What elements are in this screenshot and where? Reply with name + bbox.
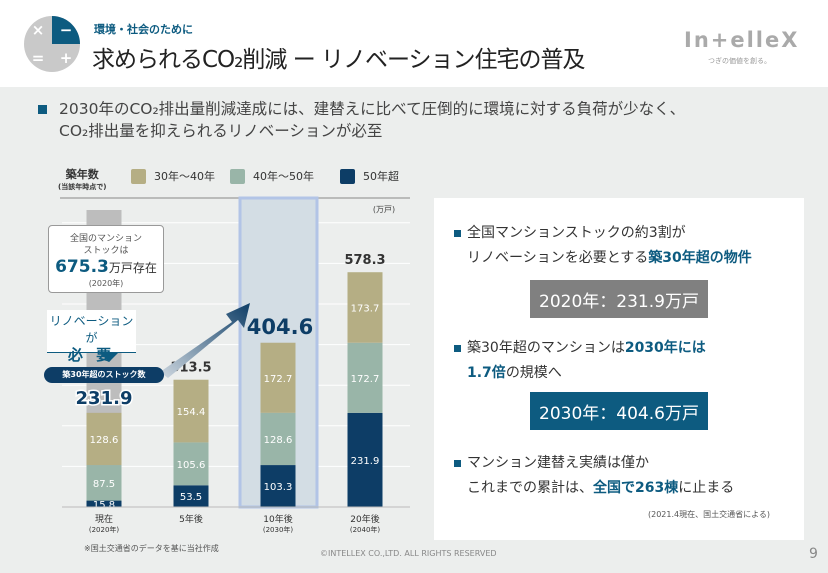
point-text: 築30年超のマンションは [467,340,625,356]
stock-label-pill: 築30年超のストック数 [44,367,164,383]
lead-line-2: CO₂排出量を抑えられるリノベーションが必至 [59,122,383,140]
legend-label: 50年超 [363,170,399,183]
point-text: の規模へ [505,365,562,381]
renovation-line: リノベーションが [49,314,134,345]
minus-icon: − [52,16,80,44]
bar-segment [347,412,383,507]
x-tick-label: 10年後 [263,513,292,525]
slide-header: × − = + 環境・社会のために 求められるCO₂削減 ー リノベーション住宅… [0,0,828,87]
x-tick-sublabel: (2040年) [350,525,381,534]
brand-logo: In+elleX [684,28,800,52]
lead-line-1: 2030年のCO₂排出量削減達成には、建替えに比べて圧倒的に環境に対する負荷が少… [59,100,686,118]
x-tick-label: 現在 [95,513,113,525]
bar-segment [86,412,122,466]
bar-value-label: 128.6 [264,435,293,446]
bar-segment [173,485,209,507]
bar-segment [347,272,383,343]
legend-item: 30年〜40年 [131,168,215,184]
bar-total-label: 578.3 [344,253,385,268]
point-text: に止まる [678,480,735,496]
bar-value-label: 172.7 [351,374,380,385]
x-tick-label: 20年後 [350,513,379,525]
point-highlight: 1.7倍 [467,365,506,381]
bar-value-label: 154.4 [177,407,206,418]
bar-segment [86,465,122,501]
bar-value-label: 87.5 [93,479,115,490]
bar-value-label: 172.7 [264,374,293,385]
panel-source: (2021.4現在、国土交通省による) [648,510,770,519]
copyright: ©INTELLEX CO.,LTD. ALL RIGHTS RESERVED [320,549,497,558]
section-subtitle: 環境・社会のために [94,23,193,36]
legend-swatch [230,168,245,184]
bar-segment [86,500,122,507]
equals-icon: = [31,49,45,67]
bar-value-label: 173.7 [351,303,380,314]
point-2: 築30年超のマンションは2030年には 1.7倍の規模へ [454,336,706,386]
callout-unit: 万戸存在 [108,261,157,275]
point-text: これまでの累計は、 [467,480,593,496]
bar-value-label: 53.5 [180,492,202,503]
bar-value-label: 231.9 [351,456,380,467]
legend-swatch [131,168,146,184]
callout-value: 675.3 [55,257,109,277]
lead-text: 2030年のCO₂排出量削減達成には、建替えに比べて圧倒的に環境に対する負荷が少… [38,98,685,142]
point-highlight: 全国で263棟 [593,480,679,496]
summary-panel: 全国マンションストックの約3割が リノベーションを必要とする築30年超の物件 2… [434,198,804,540]
callout-line: ストックは [83,246,129,256]
source-note: ※国土交通省のデータを基に当社作成 [84,544,219,553]
x-tick-label: 5年後 [179,513,203,525]
x-tick-sublabel: (2020年) [89,525,120,534]
bar-value-label: 15.8 [93,500,115,511]
callout-year: (2020年) [88,279,124,288]
plus-icon: + [59,49,73,67]
y-unit-label: (万戸) [373,205,395,214]
growth-arrow-icon [160,303,250,378]
legend-item: 50年超 [340,168,399,184]
value-box-2030: 2030年：404.6万戸 [530,392,708,430]
times-icon: × [31,21,45,39]
page-number: 9 [809,546,818,562]
bar-segment [347,342,383,413]
stacked-bar-chart: (万戸)15.887.5128.6現在(2020年)53.5105.6154.4… [60,196,410,534]
page-title: 求められるCO₂削減 ー リノベーション住宅の普及 [92,47,586,73]
bar-segment [260,412,296,466]
callout-line: 全国のマンション [69,234,142,244]
bullet-icon [454,459,461,467]
bar-segment [173,442,209,486]
bullet-icon [38,105,47,114]
total-stock-callout: 全国のマンション ストックは 675.3万戸存在 (2020年) [48,225,164,293]
legend-item: 40年〜50年 [230,168,314,184]
legend-swatch [340,168,355,184]
point-3: マンション建替え実績は僅か これまでの累計は、全国で263棟に止まる [454,451,734,501]
point-text: 全国マンションストックの約3割が [467,225,686,241]
point-highlight: 築30年超の物件 [648,250,752,266]
bar-value-label: 128.6 [90,435,119,446]
bar-segment [260,465,296,507]
bullet-icon [454,344,461,352]
x-tick-sublabel: (2030年) [263,525,294,534]
highlight-value: 404.6 [247,315,313,339]
legend-label: 30年〜40年 [154,170,215,183]
point-text: マンション建替え実績は僅か [467,455,649,471]
legend-title-text: 築年数 [65,168,99,181]
brand-tagline: つぎの価値を創る。 [708,57,771,65]
legend-title-sub: (当該年時点で) [58,183,107,191]
bar-value-label: 105.6 [177,460,206,471]
bar-total-label: 231.9 [76,388,133,409]
bullet-icon [454,229,461,237]
bar-segment [173,379,209,443]
bar-segment [260,342,296,413]
bar-value-label: 103.3 [264,482,293,493]
point-1: 全国マンションストックの約3割が リノベーションを必要とする築30年超の物件 [454,221,752,271]
calculator-icon: × − = + [24,16,80,72]
point-highlight: 2030年には [624,340,706,356]
renovation-needed-label: リノベーションが 必 要 [47,310,136,364]
point-text: リノベーションを必要とする [467,250,649,266]
legend-label: 40年〜50年 [253,170,314,183]
legend-title: 築年数 (当該年時点で) [58,166,106,192]
value-box-2020: 2020年：231.9万戸 [530,280,708,318]
pointer-triangle-icon [100,353,118,362]
